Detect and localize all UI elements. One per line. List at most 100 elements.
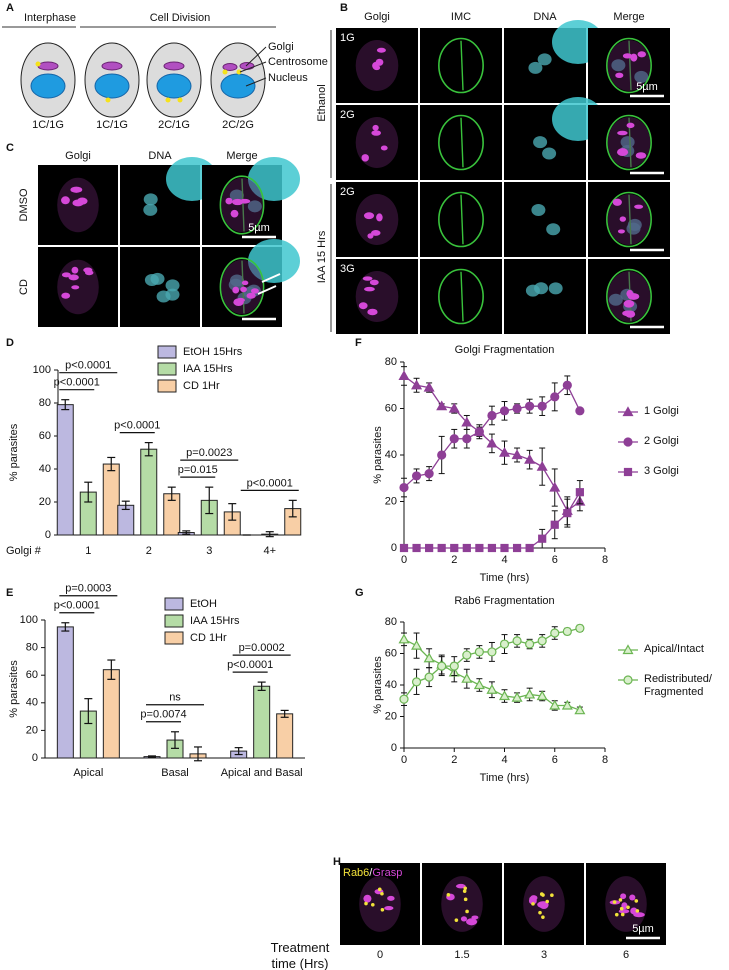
y-tick-label: 0: [391, 542, 397, 554]
micrograph: [336, 259, 418, 334]
time-label: 0: [377, 949, 383, 961]
marker: [538, 534, 547, 543]
column-header: Merge: [613, 11, 644, 23]
golgi-spot: [369, 279, 379, 286]
channel-name: Rab6: [343, 867, 369, 879]
bar: [140, 448, 158, 536]
centrosome: [222, 69, 228, 75]
error-bar: [148, 755, 156, 758]
marker: [437, 661, 447, 671]
golgi-spot: [455, 883, 466, 889]
rab6-spot: [377, 887, 382, 892]
marker: [450, 543, 459, 553]
golgi-spot: [625, 310, 636, 318]
part-pointer: [239, 61, 267, 73]
group-label: Ethanol: [316, 84, 328, 121]
part-label: Centrosome: [268, 56, 328, 68]
marker: [562, 626, 572, 637]
imc-outline: [438, 191, 484, 248]
imc-septum: [241, 178, 245, 232]
marker: [575, 488, 584, 497]
y-tick-label: 80: [385, 356, 397, 368]
golgi-spot: [367, 308, 378, 316]
marker: [512, 636, 522, 646]
golgi-spot: [61, 196, 70, 205]
golgi-spot: [61, 272, 71, 278]
y-tick-label: 0: [45, 529, 51, 541]
marker: [486, 437, 498, 448]
marker: [411, 379, 423, 390]
marker: [424, 672, 434, 682]
significance-label: p<0.0001: [227, 659, 273, 671]
golgi-spot: [363, 212, 375, 220]
marker: [462, 434, 472, 444]
golgi-spot: [626, 122, 635, 129]
marker: [473, 679, 485, 690]
cell-haze: [359, 876, 401, 932]
cell-haze: [355, 117, 399, 168]
marker: [487, 543, 497, 553]
error-bar: [107, 456, 116, 472]
part-label: Nucleus: [268, 72, 308, 84]
golgi-spot: [71, 285, 80, 290]
golgi-spot: [68, 274, 79, 281]
chart-title: Rab6 Fragmentation: [454, 595, 554, 607]
x-tick-label: 1: [85, 545, 91, 557]
golgi-spot: [617, 130, 628, 136]
micrograph: [340, 863, 420, 945]
rab6-spot: [618, 898, 623, 902]
x-tick-label: Basal: [161, 767, 189, 779]
marker: [524, 453, 536, 464]
parasite-nucleus: [247, 200, 262, 213]
imc-outline: [219, 175, 265, 235]
micrograph: [120, 247, 200, 327]
error-bar: [228, 503, 237, 521]
y-tick-label: 100: [33, 364, 51, 376]
nucleus: [94, 73, 130, 99]
marker: [499, 406, 510, 416]
significance-label: p<0.0001: [54, 600, 100, 612]
legend-swatch: [157, 345, 177, 359]
legend-marker: [623, 467, 633, 477]
rab6-spot: [370, 902, 375, 907]
y-axis-label: % parasites: [372, 426, 384, 484]
marker: [575, 623, 585, 633]
centrosome: [236, 69, 242, 75]
legend-label: IAA 15Hrs: [183, 363, 233, 375]
marker: [524, 688, 536, 699]
marker: [449, 661, 459, 671]
golgi-spot: [230, 209, 239, 218]
golgi-spot: [460, 916, 468, 922]
golgi-spot: [361, 154, 369, 162]
time-label: 1.5: [454, 949, 469, 961]
golgi-spot: [637, 51, 647, 58]
panel-label: B: [340, 2, 348, 14]
golgi-spot: [236, 297, 245, 303]
panel-label: H: [333, 856, 341, 868]
nucleus: [220, 73, 256, 99]
marker: [399, 543, 409, 553]
centrosome: [165, 97, 171, 103]
golgi-spot: [615, 72, 624, 79]
marker: [412, 543, 421, 553]
imc-septum: [460, 117, 464, 168]
bar: [102, 463, 120, 536]
golgi-spot: [241, 280, 249, 286]
panel-label: E: [6, 587, 13, 599]
y-tick-label: 100: [20, 614, 38, 626]
error-bar: [171, 731, 179, 749]
golgi-spot: [616, 148, 629, 157]
x-tick-label: 0: [401, 754, 407, 766]
channel-name: Grasp: [372, 867, 402, 879]
golgi-spot: [232, 286, 240, 294]
golgi-spot: [225, 197, 233, 205]
marker: [563, 509, 572, 518]
panel-label: G: [355, 587, 364, 599]
error-bar: [280, 709, 289, 718]
golgi-spot: [358, 302, 368, 310]
x-tick-label: 4: [501, 754, 507, 766]
legend-swatch: [164, 631, 184, 645]
series-line: [404, 491, 581, 549]
x-tick-label: 0: [401, 554, 407, 566]
